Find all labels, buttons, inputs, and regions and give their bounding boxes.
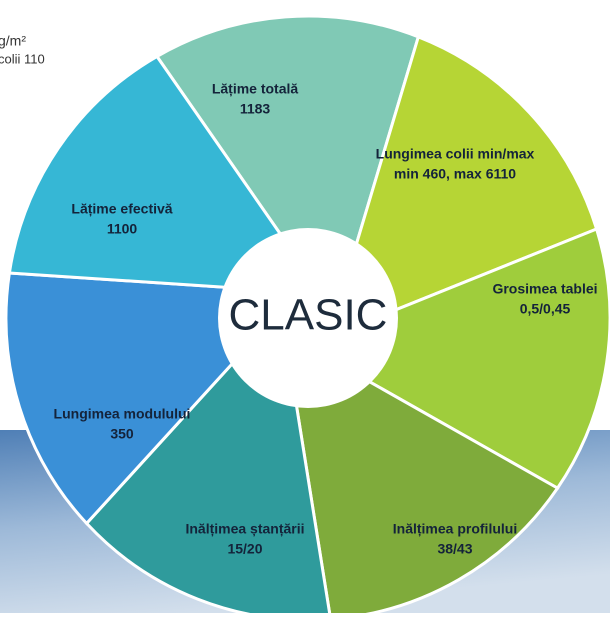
segment-value: 38/43 bbox=[437, 541, 472, 557]
segment-value: min 460, max 6110 bbox=[394, 166, 516, 182]
segment-value: 1100 bbox=[107, 221, 138, 237]
segment-value: 15/20 bbox=[227, 541, 262, 557]
segment-title: Inălțimea ștanțării bbox=[185, 521, 304, 537]
segment-value: 0,5/0,45 bbox=[520, 301, 571, 317]
segment-value: 1183 bbox=[240, 101, 271, 117]
segment-title: Lungimea modulului bbox=[54, 406, 191, 422]
segment-title: Lungimea colii min/max bbox=[376, 146, 535, 162]
segment-title: Grosimea tablei bbox=[492, 281, 597, 297]
segment-title: Lățime totală bbox=[212, 81, 299, 97]
segment-title: Lățime efectivă bbox=[71, 201, 172, 217]
segment-value: 350 bbox=[110, 426, 134, 442]
fragment-text: colii 110 bbox=[0, 51, 45, 66]
fragment-text: g/m² bbox=[0, 33, 26, 49]
center-label: CLASIC bbox=[229, 291, 388, 340]
infographic: g/m² colii 110 Lățime totală 1183 Lungimea… bbox=[0, 0, 610, 613]
segment-title: Inălțimea profilului bbox=[393, 521, 517, 537]
